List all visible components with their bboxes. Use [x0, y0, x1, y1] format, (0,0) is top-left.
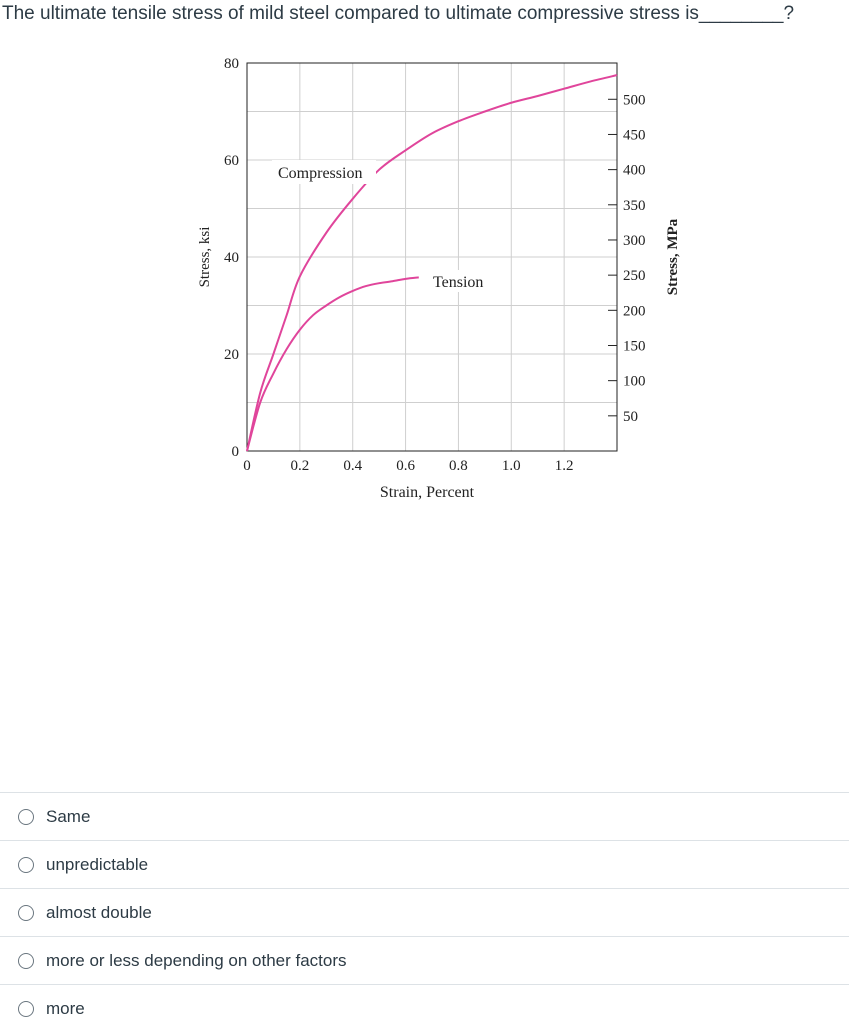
- y-tick-label: 40: [224, 250, 239, 266]
- radio-button[interactable]: [18, 856, 34, 873]
- x-tick-label: 0.4: [343, 458, 362, 474]
- x-tick-label: 0.2: [290, 458, 309, 474]
- answer-label: more: [46, 998, 85, 1018]
- compression-label-bg: [272, 160, 376, 184]
- series-line-compression: [246, 74, 618, 452]
- answer-label: unpredictable: [46, 854, 149, 874]
- radio-button[interactable]: [18, 1000, 34, 1017]
- series-line-tension: [246, 276, 419, 452]
- y-tick-label: 60: [224, 153, 239, 169]
- answer-label: Same: [46, 806, 91, 826]
- x-tick-label: 0.8: [449, 458, 468, 474]
- x-tick-label: 1.0: [502, 458, 521, 474]
- right-tick-label: 400: [623, 163, 646, 179]
- answer-option-almost-double[interactable]: almost double: [0, 888, 849, 936]
- right-tick-label: 150: [623, 338, 646, 354]
- right-tick-label: 450: [623, 127, 646, 143]
- chart-ticks: 0 0.2 0.4 0.6 0.8 1.0 1.2 0 20 40 60 80: [224, 56, 574, 474]
- answer-option-more-or-less[interactable]: more or less depending on other factors: [0, 936, 849, 984]
- answer-option-unpredictable[interactable]: unpredictable: [0, 840, 849, 888]
- y-axis-label-right: Stress, MPa: [665, 218, 681, 295]
- right-tick-label: 300: [623, 233, 646, 249]
- chart-series: [246, 74, 618, 452]
- x-tick-label: 0.6: [396, 458, 415, 474]
- right-tick-label: 250: [623, 268, 646, 284]
- right-axis: 50 100 150 200 250 300 350 400 450 500: [608, 63, 646, 451]
- right-tick-label: 100: [623, 374, 646, 390]
- right-tick-label: 500: [623, 92, 646, 108]
- series-label-compression: Compression: [278, 165, 362, 182]
- tension-label-bg: [428, 270, 494, 292]
- y-tick-label: 0: [232, 444, 240, 460]
- right-tick-label: 200: [623, 303, 646, 319]
- y-axis-label-left: Stress, ksi: [197, 227, 213, 288]
- answer-label: almost double: [46, 902, 152, 922]
- radio-button[interactable]: [18, 904, 34, 921]
- x-tick-label: 1.2: [555, 458, 574, 474]
- right-tick-label: 50: [623, 409, 638, 425]
- chart-grid: [247, 63, 617, 451]
- radio-button[interactable]: [18, 808, 34, 825]
- question-text: The ultimate tensile stress of mild stee…: [2, 3, 795, 24]
- answer-option-same[interactable]: Same: [0, 792, 849, 840]
- radio-button[interactable]: [18, 952, 34, 969]
- y-tick-label: 80: [224, 56, 239, 72]
- series-label-tension: Tension: [433, 274, 483, 291]
- answer-option-more[interactable]: more: [0, 984, 849, 1032]
- answer-label: more or less depending on other factors: [46, 950, 347, 970]
- answer-list: Same unpredictable almost double more or…: [0, 792, 849, 1032]
- y-tick-label: 20: [224, 347, 239, 363]
- x-tick-label: 0: [243, 458, 251, 474]
- right-tick-label: 350: [623, 198, 646, 214]
- x-axis-label: Strain, Percent: [380, 484, 475, 501]
